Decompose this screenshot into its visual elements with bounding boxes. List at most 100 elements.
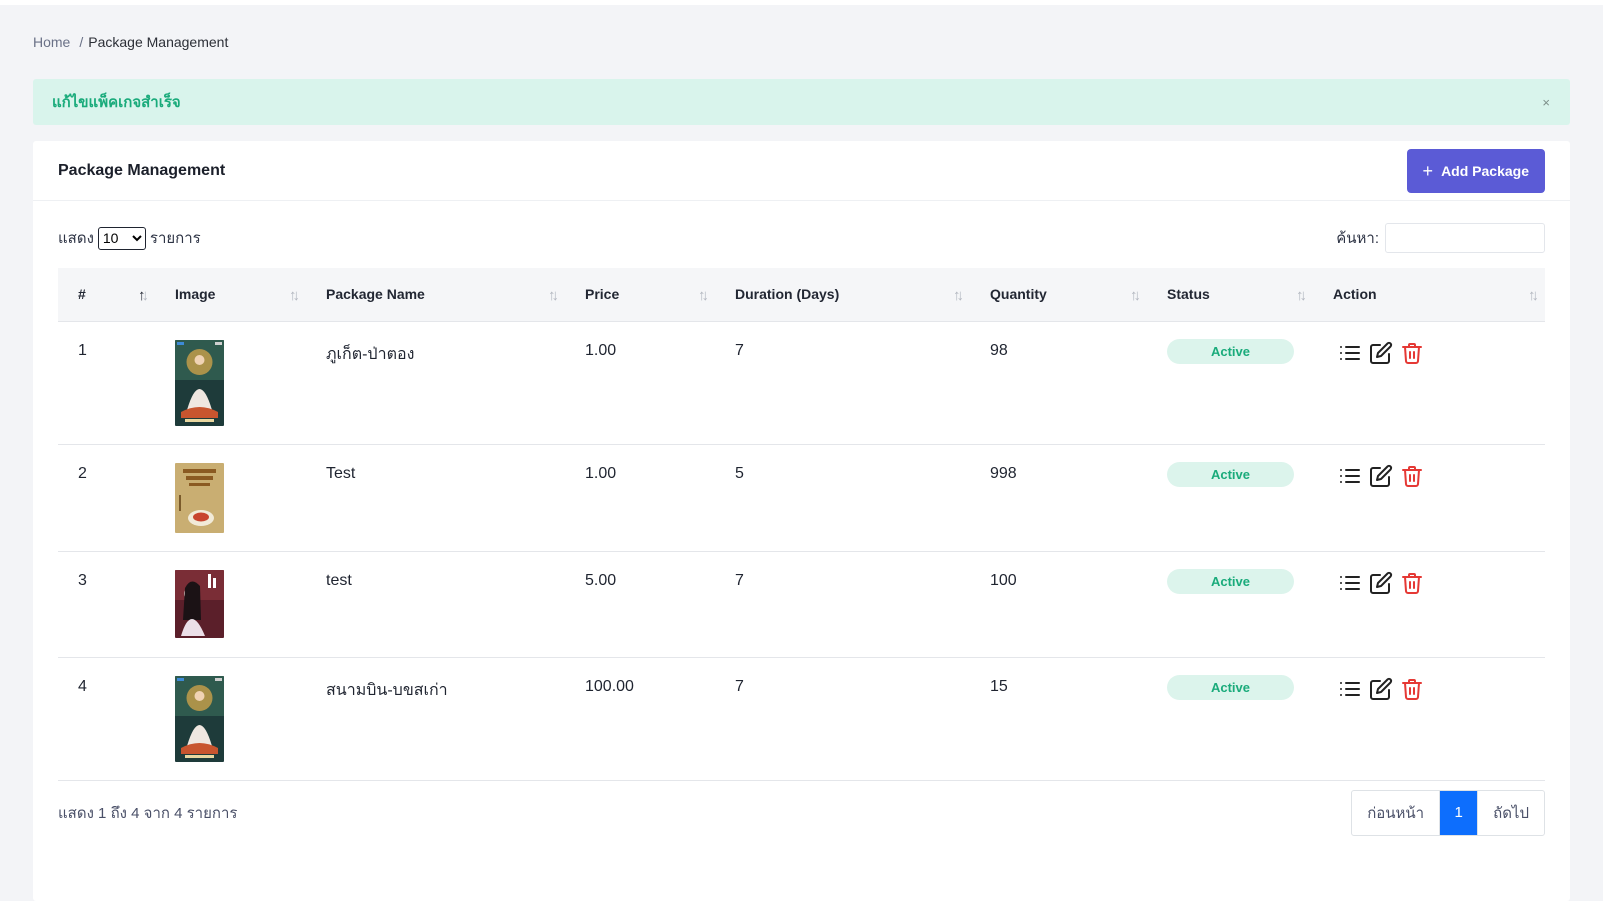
status-cell: Active: [1147, 444, 1313, 552]
action-cell: [1313, 551, 1545, 658]
package-name: สนามบิน-บขสเก่า: [306, 657, 565, 781]
close-icon[interactable]: ×: [1542, 94, 1550, 110]
row-number: 4: [58, 657, 155, 781]
table-controls: แสดง 10 รายการ ค้นหา:: [58, 223, 1545, 253]
package-quantity: 998: [970, 444, 1147, 552]
package-price: 100.00: [565, 657, 715, 781]
status-badge: Active: [1167, 568, 1294, 594]
column-header-number[interactable]: # ↑↓: [58, 268, 155, 322]
page-1-button[interactable]: 1: [1439, 790, 1478, 835]
row-number: 1: [58, 321, 155, 445]
package-name: Test: [306, 444, 565, 552]
package-price: 1.00: [565, 444, 715, 552]
trash-icon[interactable]: [1400, 571, 1424, 595]
package-image: [155, 551, 306, 658]
status-cell: Active: [1147, 551, 1313, 658]
sort-icon[interactable]: ↑↓: [138, 287, 149, 305]
status-badge: Active: [1167, 674, 1294, 700]
column-header-image[interactable]: Image ↑↓: [155, 268, 306, 322]
sort-icon[interactable]: ↑↓: [289, 287, 300, 305]
column-header-price[interactable]: Price ↑↓: [565, 268, 715, 322]
table-footer: แสดง 1 ถึง 4 จาก 4 รายการ ก่อนหน้า 1 ถัด…: [58, 789, 1545, 836]
sort-icon[interactable]: ↑↓: [1130, 287, 1141, 305]
row-number: 2: [58, 444, 155, 552]
package-quantity: 98: [970, 321, 1147, 445]
package-image: [155, 321, 306, 445]
search-input[interactable]: [1385, 223, 1545, 253]
status-badge: Active: [1167, 338, 1294, 364]
package-duration: 7: [715, 551, 970, 658]
package-quantity: 100: [970, 551, 1147, 658]
row-actions: [1338, 571, 1545, 595]
package-duration: 7: [715, 321, 970, 445]
page-size-select[interactable]: 10: [97, 226, 146, 250]
package-price: 5.00: [565, 551, 715, 658]
breadcrumb-separator: /: [79, 34, 84, 50]
row-actions: [1338, 464, 1545, 488]
success-alert: แก้ไขแพ็คเกจสำเร็จ ×: [33, 79, 1570, 125]
package-image: [155, 657, 306, 781]
pagination: ก่อนหน้า 1 ถัดไป: [1351, 789, 1545, 836]
alert-message: แก้ไขแพ็คเกจสำเร็จ: [52, 94, 181, 111]
list-icon[interactable]: [1338, 677, 1362, 701]
action-cell: [1313, 321, 1545, 445]
status-cell: Active: [1147, 657, 1313, 781]
top-bar: [0, 0, 1603, 5]
row-number: 3: [58, 551, 155, 658]
table-info: แสดง 1 ถึง 4 จาก 4 รายการ: [58, 804, 238, 822]
trash-icon[interactable]: [1400, 341, 1424, 365]
column-header-status[interactable]: Status ↑↓: [1147, 268, 1313, 322]
action-cell: [1313, 657, 1545, 781]
package-duration: 7: [715, 657, 970, 781]
edit-icon[interactable]: [1369, 341, 1393, 365]
column-header-package-name[interactable]: Package Name ↑↓: [306, 268, 565, 322]
edit-icon[interactable]: [1369, 464, 1393, 488]
package-price: 1.00: [565, 321, 715, 445]
table-row: 1 ภูเก็ต-ป่าตอง 1.00 7 98 Active: [58, 321, 1545, 445]
package-table: # ↑↓ Image ↑↓ Package Name ↑↓ Price: [58, 268, 1545, 781]
add-package-label: Add Package: [1441, 162, 1529, 179]
sort-icon[interactable]: ↑↓: [1528, 287, 1539, 305]
action-cell: [1313, 444, 1545, 552]
breadcrumb-current: Package Management: [88, 34, 229, 50]
card-header: Package Management + Add Package: [33, 141, 1570, 201]
card-body: แสดง 10 รายการ ค้นหา: # ↑↓: [33, 201, 1570, 836]
column-header-quantity[interactable]: Quantity ↑↓: [970, 268, 1147, 322]
search-label: ค้นหา:: [1336, 230, 1379, 247]
package-quantity: 15: [970, 657, 1147, 781]
package-card: Package Management + Add Package แสดง 10…: [33, 141, 1570, 901]
show-label: แสดง: [58, 230, 94, 247]
page-size-control: แสดง 10 รายการ: [58, 226, 201, 250]
table-header-row: # ↑↓ Image ↑↓ Package Name ↑↓ Price: [58, 268, 1545, 322]
sort-icon[interactable]: ↑↓: [953, 287, 964, 305]
edit-icon[interactable]: [1369, 677, 1393, 701]
column-header-action[interactable]: Action ↑↓: [1313, 268, 1545, 322]
status-cell: Active: [1147, 321, 1313, 445]
trash-icon[interactable]: [1400, 464, 1424, 488]
sort-icon[interactable]: ↑↓: [698, 287, 709, 305]
package-name: ภูเก็ต-ป่าตอง: [306, 321, 565, 445]
breadcrumb: Home / Package Management: [33, 5, 1570, 79]
entries-label: รายการ: [149, 230, 201, 247]
edit-icon[interactable]: [1369, 571, 1393, 595]
sort-icon[interactable]: ↑↓: [1296, 287, 1307, 305]
previous-page-button[interactable]: ก่อนหน้า: [1367, 804, 1425, 822]
column-header-duration[interactable]: Duration (Days) ↑↓: [715, 268, 970, 322]
package-image: [155, 444, 306, 552]
table-row: 2 Test 1.00 5 998 Active: [58, 444, 1545, 552]
list-icon[interactable]: [1338, 571, 1362, 595]
next-page-button[interactable]: ถัดไป: [1477, 790, 1544, 835]
page: Home / Package Management แก้ไขแพ็คเกจสำ…: [0, 5, 1603, 901]
package-duration: 5: [715, 444, 970, 552]
row-actions: [1338, 677, 1545, 701]
status-badge: Active: [1167, 461, 1294, 487]
trash-icon[interactable]: [1400, 677, 1424, 701]
add-package-button[interactable]: + Add Package: [1406, 148, 1545, 193]
sort-icon[interactable]: ↑↓: [548, 287, 559, 305]
list-icon[interactable]: [1338, 464, 1362, 488]
list-icon[interactable]: [1338, 341, 1362, 365]
table-body: 1 ภูเก็ต-ป่าตอง 1.00 7 98 Active 2 Test 1.00 5 998…: [58, 321, 1545, 781]
breadcrumb-home[interactable]: Home: [33, 34, 71, 50]
plus-icon: +: [1422, 160, 1434, 181]
row-actions: [1338, 341, 1545, 365]
